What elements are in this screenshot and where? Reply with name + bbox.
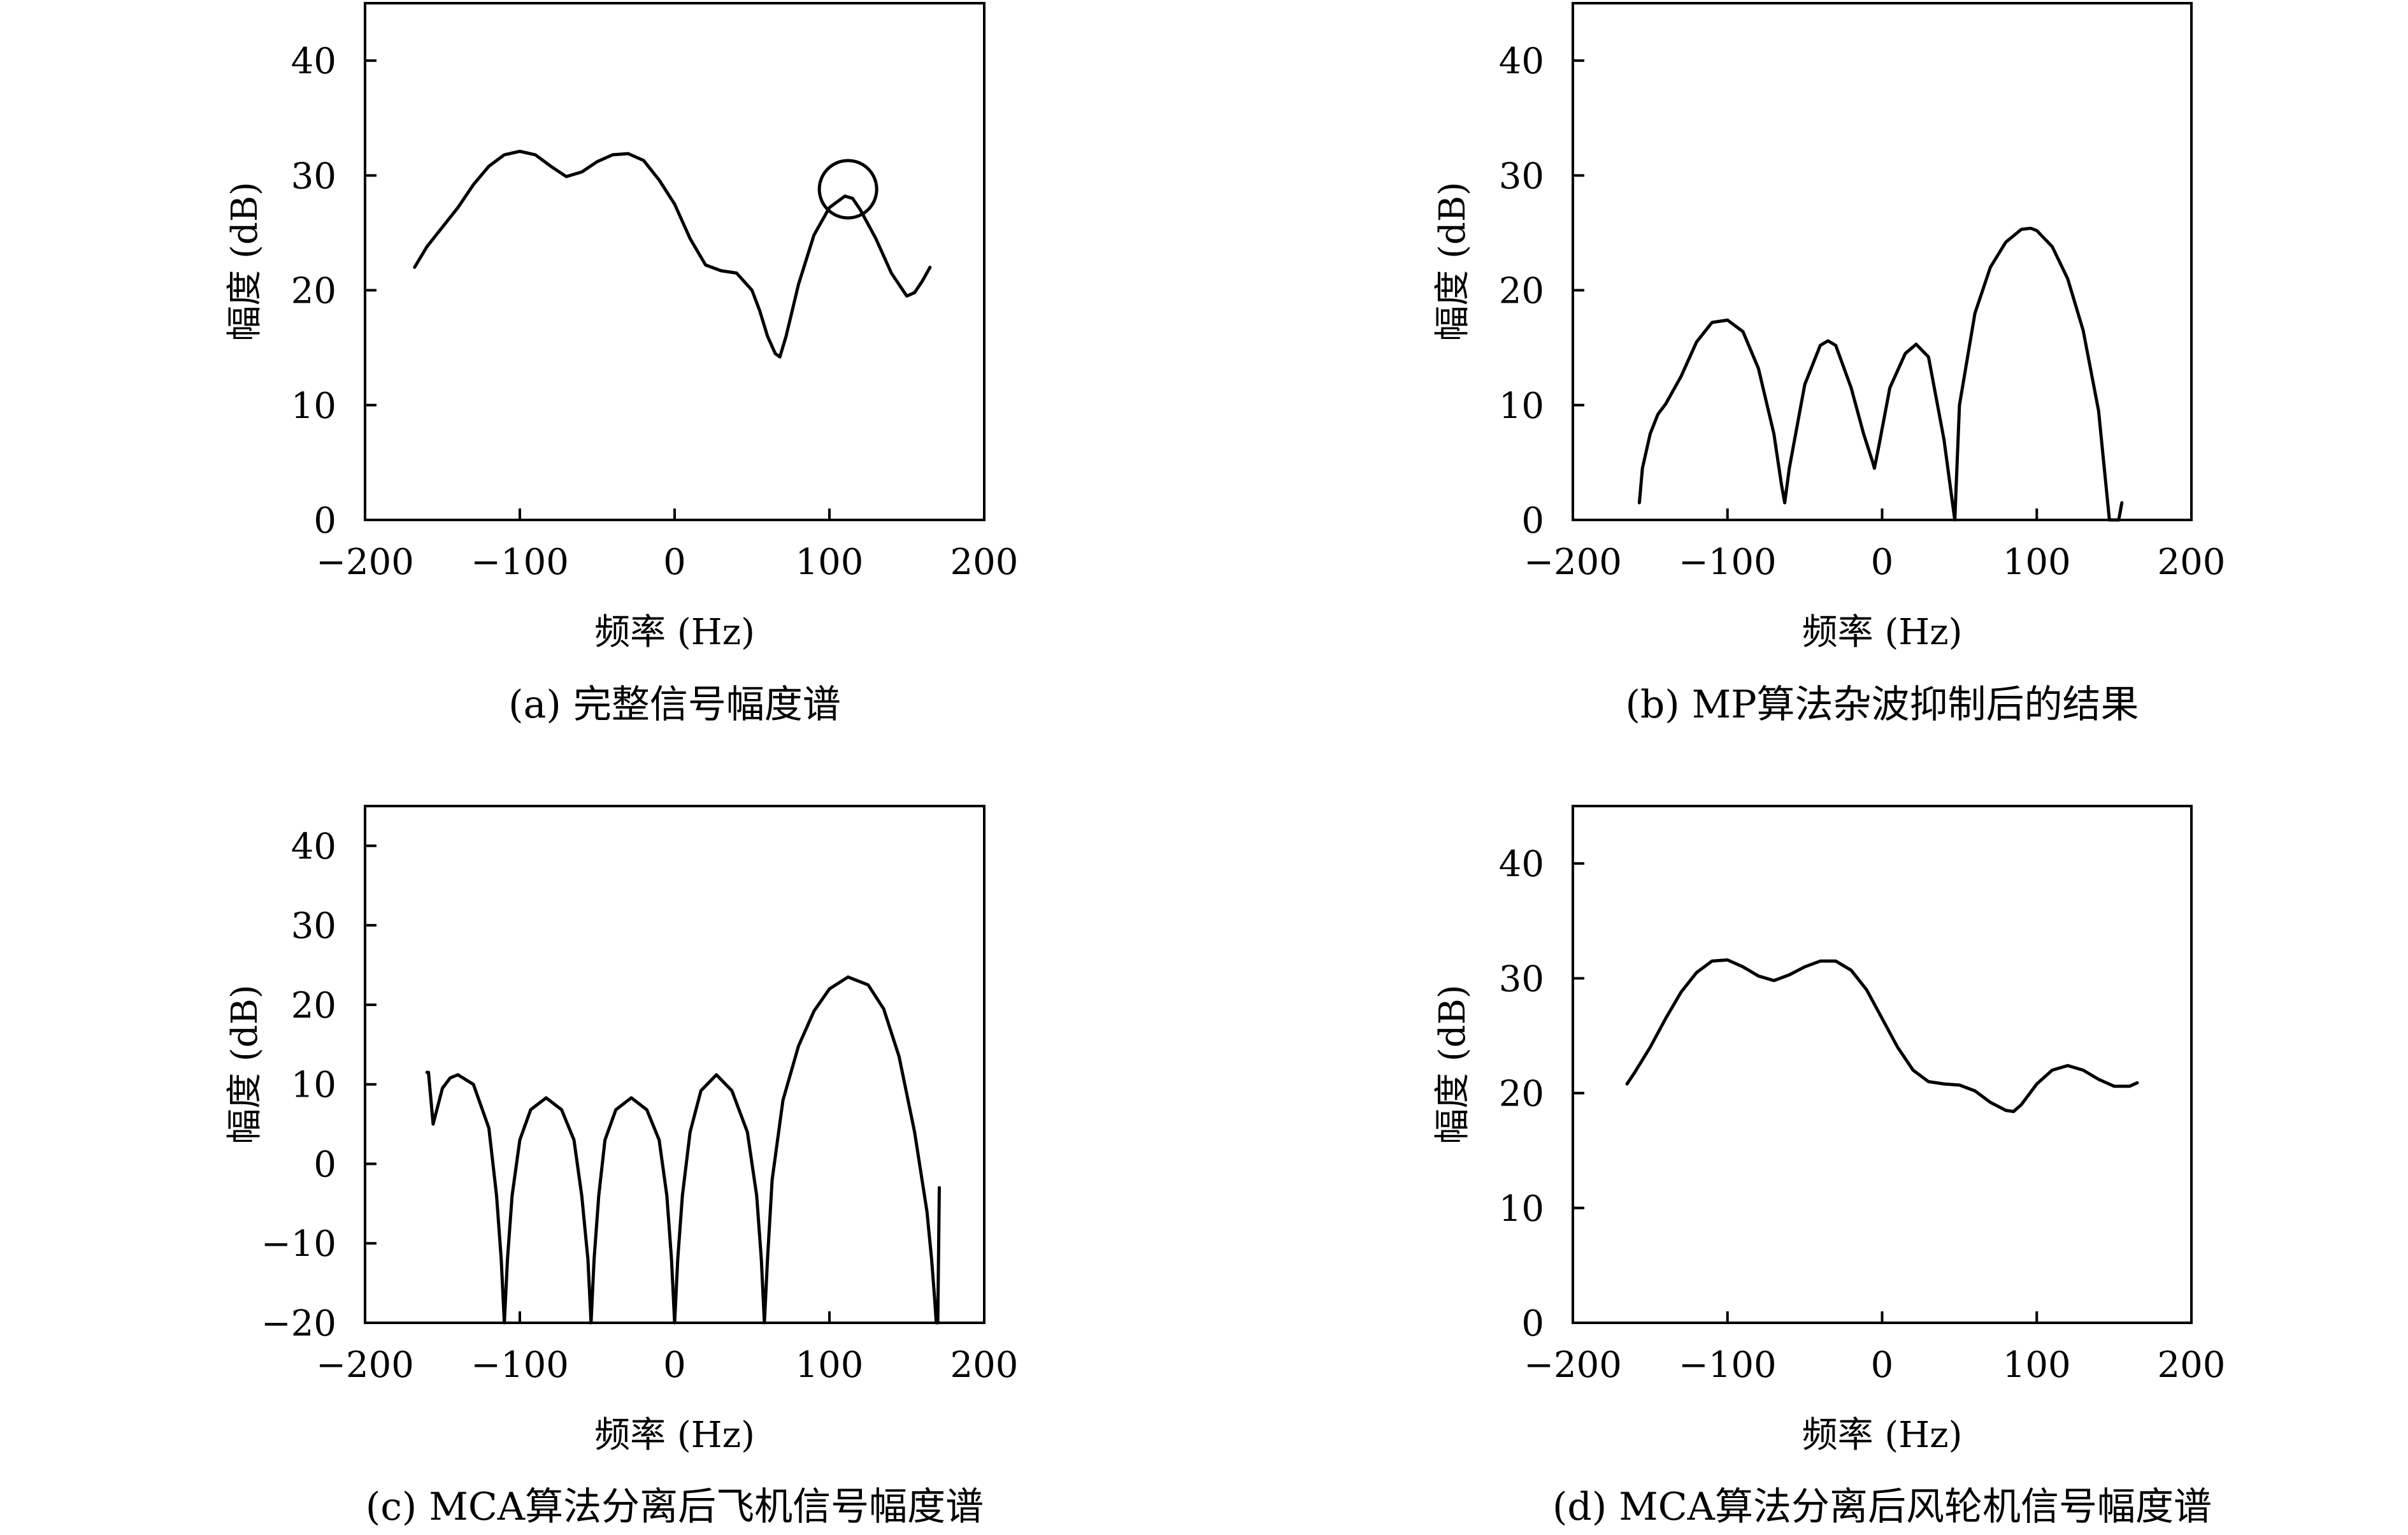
spectrum-line	[1637, 226, 2124, 522]
y-tick-label: 40	[1499, 41, 1544, 82]
x-tick-label: 200	[950, 1344, 1019, 1386]
y-tick-label: 30	[1499, 155, 1544, 197]
x-axis-label: 频率 (Hz)	[1802, 612, 1963, 653]
y-tick-label: 10	[291, 386, 336, 427]
x-tick-label: −200	[316, 1344, 414, 1386]
subfigure-caption: (c) MCA算法分离后飞机信号幅度谱	[366, 1485, 984, 1529]
x-tick-label: 100	[796, 1344, 864, 1386]
x-tick-label: 200	[2158, 1344, 2226, 1386]
y-tick-label: 30	[291, 155, 336, 197]
y-tick-label: 0	[1521, 1303, 1544, 1344]
spectrum-line	[413, 150, 932, 359]
x-tick-label: 0	[663, 1344, 686, 1386]
y-axis-label: 幅度 (dB)	[224, 984, 266, 1144]
y-tick-label: −20	[261, 1303, 336, 1344]
y-tick-label: 0	[1521, 500, 1544, 542]
y-tick-label: 10	[1499, 1188, 1544, 1230]
x-tick-label: −100	[1679, 542, 1777, 583]
x-tick-label: 200	[950, 542, 1019, 583]
chart-panel-1: −200 −100 0 100 200 0 10 20 30 40 频率 (Hz) 幅度 (dB) (a…	[224, 2, 1019, 727]
chart-panel-2: −200 −100 0 100 200 0 10 20 30 40 频率 (Hz) 幅度 (dB) (b…	[1432, 2, 2226, 727]
y-tick-label: 20	[1499, 271, 1544, 312]
y-tick-label: −10	[261, 1223, 336, 1265]
y-tick-label: 20	[291, 271, 336, 312]
x-tick-label: 200	[2158, 542, 2226, 583]
y-tick-label: 20	[291, 985, 336, 1027]
y-tick-label: 40	[1499, 844, 1544, 885]
x-tick-label: 0	[1871, 542, 1894, 583]
y-tick-label: 10	[1499, 386, 1544, 427]
y-tick-label: 0	[313, 500, 336, 542]
x-tick-label: −100	[1679, 1344, 1777, 1386]
subfigure-caption: (d) MCA算法分离后风轮机信号幅度谱	[1552, 1485, 2212, 1529]
peak-marker-circle	[817, 159, 878, 220]
x-tick-label: 100	[2003, 1344, 2071, 1386]
spectrum-line	[425, 975, 941, 1325]
x-tick-label: −200	[1524, 1344, 1622, 1386]
x-tick-label: −100	[471, 1344, 569, 1386]
plot-frame	[1572, 2, 2193, 521]
chart-panel-4: −200 −100 0 100 200 0 10 20 30 40 频率 (Hz) 幅度 (dB) (d…	[1432, 805, 2226, 1529]
y-axis-label: 幅度 (dB)	[1432, 984, 1473, 1144]
x-tick-label: 100	[796, 542, 864, 583]
x-axis-label: 频率 (Hz)	[1802, 1415, 1963, 1456]
x-axis-label: 频率 (Hz)	[594, 1415, 755, 1456]
x-tick-label: 0	[1871, 1344, 1894, 1386]
plot-frame	[364, 2, 985, 521]
plot-frame	[1572, 805, 2193, 1324]
x-tick-label: 0	[663, 542, 686, 583]
subfigure-caption: (b) MP算法杂波抑制后的结果	[1625, 682, 2139, 727]
y-tick-label: 20	[1499, 1074, 1544, 1115]
y-tick-label: 10	[291, 1065, 336, 1106]
y-tick-label: 0	[313, 1144, 336, 1185]
x-tick-label: −200	[1524, 542, 1622, 583]
x-axis-label: 频率 (Hz)	[594, 612, 755, 653]
y-axis-label: 幅度 (dB)	[224, 182, 266, 342]
y-tick-label: 40	[291, 41, 336, 82]
subfigure-caption: (a) 完整信号幅度谱	[508, 682, 841, 727]
y-axis-label: 幅度 (dB)	[1432, 182, 1473, 342]
x-tick-label: −200	[316, 542, 414, 583]
x-tick-label: 100	[2003, 542, 2071, 583]
plot-frame	[364, 805, 985, 1324]
y-tick-label: 30	[1499, 958, 1544, 1000]
spectrum-line	[1625, 958, 2139, 1113]
x-tick-label: −100	[471, 542, 569, 583]
y-tick-label: 30	[291, 905, 336, 947]
y-tick-label: 40	[291, 826, 336, 867]
